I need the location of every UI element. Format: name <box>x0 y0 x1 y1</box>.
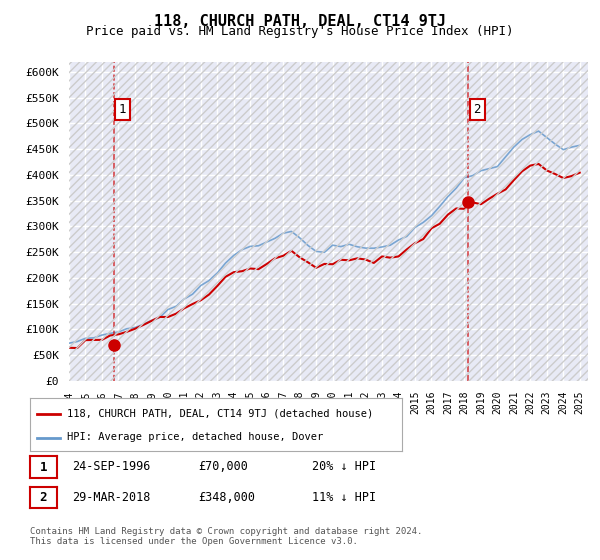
Text: HPI: Average price, detached house, Dover: HPI: Average price, detached house, Dove… <box>67 432 323 442</box>
Text: £70,000: £70,000 <box>198 460 248 473</box>
Text: 2: 2 <box>473 103 481 116</box>
Text: 2: 2 <box>40 491 47 505</box>
Text: Price paid vs. HM Land Registry's House Price Index (HPI): Price paid vs. HM Land Registry's House … <box>86 25 514 38</box>
Text: 1: 1 <box>40 460 47 474</box>
Text: 29-MAR-2018: 29-MAR-2018 <box>72 491 151 504</box>
Text: 1: 1 <box>119 103 127 116</box>
Text: 24-SEP-1996: 24-SEP-1996 <box>72 460 151 473</box>
Text: Contains HM Land Registry data © Crown copyright and database right 2024.
This d: Contains HM Land Registry data © Crown c… <box>30 526 422 546</box>
Text: 11% ↓ HPI: 11% ↓ HPI <box>312 491 376 504</box>
Text: 118, CHURCH PATH, DEAL, CT14 9TJ: 118, CHURCH PATH, DEAL, CT14 9TJ <box>154 14 446 29</box>
Text: 20% ↓ HPI: 20% ↓ HPI <box>312 460 376 473</box>
Text: £348,000: £348,000 <box>198 491 255 504</box>
Text: 118, CHURCH PATH, DEAL, CT14 9TJ (detached house): 118, CHURCH PATH, DEAL, CT14 9TJ (detach… <box>67 409 373 418</box>
